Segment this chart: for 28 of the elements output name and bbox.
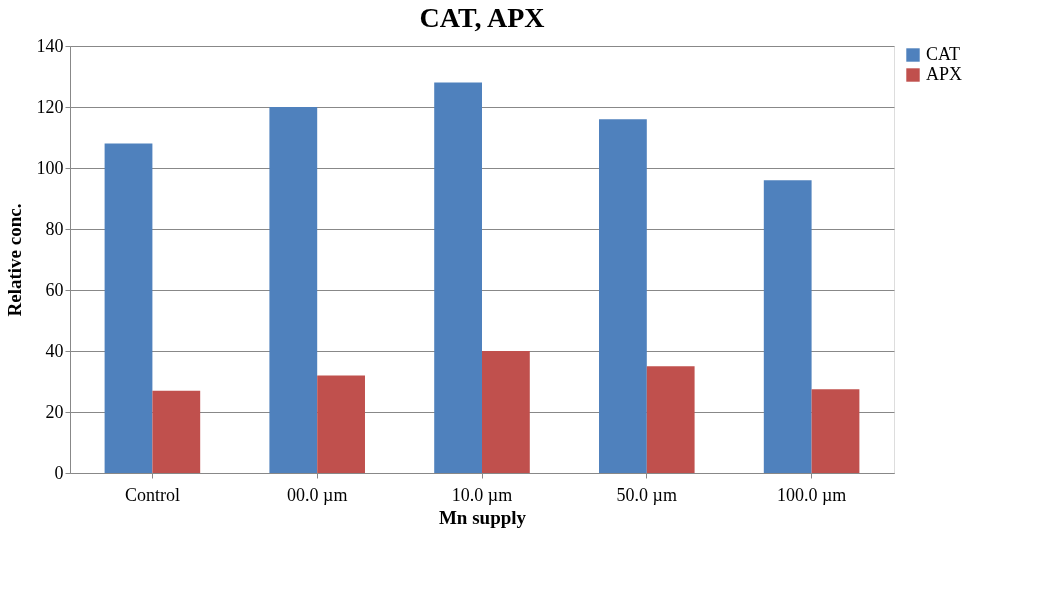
bar — [434, 82, 482, 473]
bar — [269, 107, 318, 473]
y-tick-label: 20 — [45, 401, 64, 422]
y-tick-label: 60 — [45, 279, 64, 300]
x-tick-label: 50.0 µm — [616, 484, 677, 505]
bar — [599, 119, 647, 473]
x-tick-label: 100.0 µm — [776, 484, 847, 505]
bar — [646, 366, 695, 473]
bar — [763, 180, 812, 473]
x-tick-label: Control — [124, 484, 180, 505]
y-axis-title: Relative conc. — [3, 203, 25, 317]
bar — [482, 351, 530, 473]
x-tick-label: 10.0 µm — [451, 484, 513, 505]
bar — [811, 389, 860, 473]
y-tick-label: 80 — [45, 218, 64, 239]
bar — [104, 143, 153, 473]
legend-label: CAT — [926, 44, 961, 64]
y-tick-label: 100 — [36, 157, 64, 178]
y-tick-label: 40 — [45, 340, 64, 361]
y-tick-label: 140 — [36, 35, 64, 56]
y-tick-label: 0 — [54, 462, 64, 483]
chart-title: CAT, APX — [419, 2, 545, 33]
legend-label: APX — [926, 64, 963, 84]
x-axis-title: Mn supply — [438, 506, 527, 528]
x-tick-label: 00.0 µm — [287, 484, 348, 505]
y-tick-label: 120 — [36, 96, 64, 117]
bar — [317, 375, 365, 473]
bar — [152, 390, 201, 473]
